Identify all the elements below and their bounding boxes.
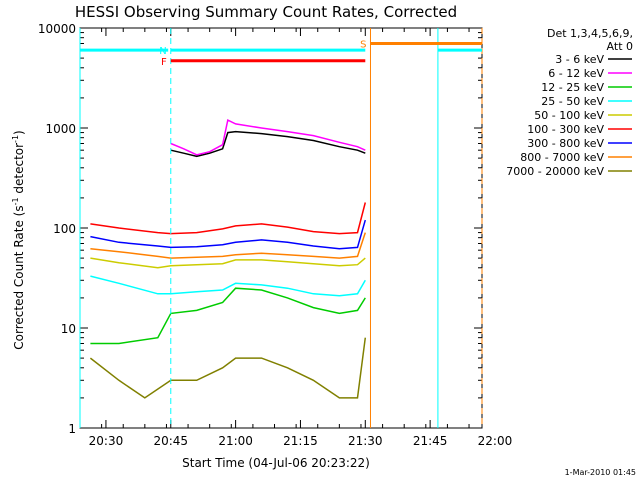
series-layer <box>89 119 367 399</box>
x-tick-label: 20:30 <box>89 434 124 448</box>
legend-label-8: 7000 - 20000 keV <box>506 165 604 178</box>
y-tick-label: 10 <box>61 322 76 336</box>
y-label-tail-sup: -1 <box>11 135 20 143</box>
series-line-7 <box>90 232 367 259</box>
legend-label-4: 50 - 100 keV <box>534 109 604 122</box>
legend-label-2: 12 - 25 keV <box>541 81 604 94</box>
legend-label-5: 100 - 300 keV <box>527 123 604 136</box>
y-label-main: Corrected Count Rate (s <box>12 205 26 349</box>
series-line-8 <box>89 337 367 399</box>
x-tick-label: 21:15 <box>283 434 318 448</box>
flag-label-N: N <box>159 46 166 57</box>
legend-label-0: 3 - 6 keV <box>555 53 604 66</box>
x-tick-label: 22:00 <box>478 434 513 448</box>
flag-label-S: S <box>360 39 366 50</box>
legend-label-6: 300 - 800 keV <box>527 137 604 150</box>
y-label-close: ) <box>12 130 26 135</box>
y-tick-label: 1 <box>68 422 76 436</box>
y-axis: 1 10 100 1000 10000 <box>38 22 482 436</box>
legend-label-3: 25 - 50 keV <box>541 95 604 108</box>
x-tick-label: 20:45 <box>153 434 188 448</box>
series-line-0 <box>170 130 366 158</box>
x-tick-label: 21:45 <box>413 434 448 448</box>
x-tick-label: 21:00 <box>218 434 253 448</box>
x-axis: 20:30 20:45 21:00 21:15 21:30 21:45 22:00 <box>79 28 513 448</box>
y-tick-label: 100 <box>53 222 76 236</box>
series-line-2 <box>90 287 366 345</box>
y-tick-label: 1000 <box>45 122 76 136</box>
y-axis-label: Corrected Count Rate (s-1 detector-1) <box>11 130 26 349</box>
x-axis-label: Start Time (04-Jul-06 20:23:22) <box>182 456 370 470</box>
series-line-4 <box>90 257 366 269</box>
flag-layer: NF S <box>79 28 483 428</box>
plot-frame <box>79 27 483 429</box>
flag-label-F: F <box>161 57 167 68</box>
y-tick-label: 10000 <box>38 22 76 36</box>
series-line-5 <box>90 202 367 235</box>
y-label-tail: detector <box>12 143 26 198</box>
x-tick-label: 21:30 <box>348 434 383 448</box>
series-line-1 <box>170 119 366 156</box>
chart-title: HESSI Observing Summary Count Rates, Cor… <box>75 3 457 21</box>
legend-label-1: 6 - 12 keV <box>548 67 604 80</box>
series-line-6 <box>90 219 367 250</box>
series-line-3 <box>90 275 366 297</box>
date-stamp: 1-Mar-2010 01:45 <box>565 468 636 477</box>
y-label-sup: -1 <box>11 197 20 205</box>
legend-label-7: 800 - 7000 keV <box>520 151 604 164</box>
plot-border <box>79 27 483 429</box>
legend-header-2: Att 0 <box>607 40 633 53</box>
legend-header-1: Det 1,3,4,5,6,9, <box>547 27 633 40</box>
